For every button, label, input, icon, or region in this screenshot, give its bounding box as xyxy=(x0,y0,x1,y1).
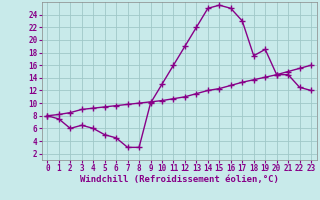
X-axis label: Windchill (Refroidissement éolien,°C): Windchill (Refroidissement éolien,°C) xyxy=(80,175,279,184)
